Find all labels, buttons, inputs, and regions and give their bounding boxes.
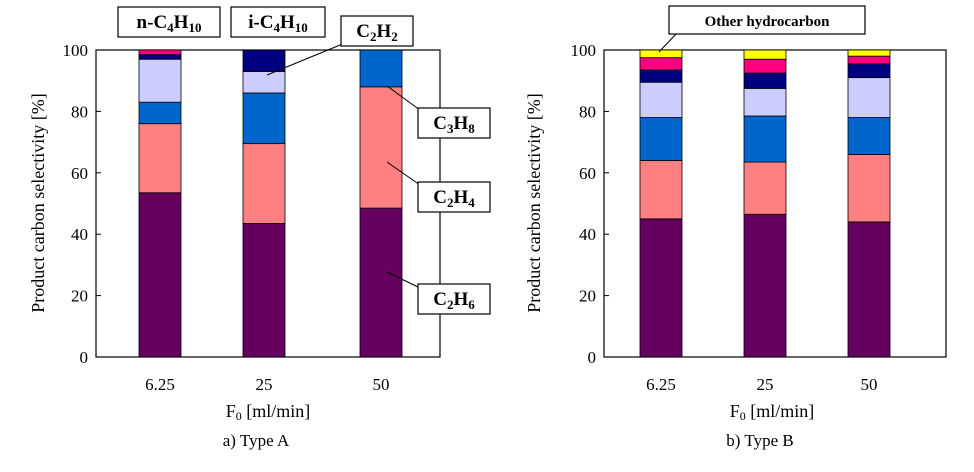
bar-segment-other-b <box>743 49 787 60</box>
x-ticks-b: 6.25 25 50 <box>646 375 877 394</box>
x-tick-label-b: 25 <box>757 375 774 394</box>
chart-panel-b: 0 20 40 60 80 100 6.25 25 50 Product carbon sel… <box>524 5 947 450</box>
bars-b <box>639 49 891 358</box>
y-tick-label-a: 0 <box>80 348 89 367</box>
chart-panel-a: 0 20 40 60 80 100 6.25 25 50 Product carbon sel… <box>28 6 491 450</box>
bar-segment-i-c4h10-b <box>743 72 787 89</box>
label-c2h4: C2H4 <box>417 181 491 213</box>
bar-segment-i-c4h10-b <box>847 63 891 79</box>
y-ticks-b: 0 20 40 60 80 100 <box>571 41 609 367</box>
bar-segment-c3h8-b <box>743 115 787 163</box>
x-tick-label-a: 6.25 <box>145 375 175 394</box>
y-tick-label-a: 20 <box>71 287 88 306</box>
bars-a <box>138 49 403 358</box>
bar-segment-i-c4h10-a <box>242 49 286 72</box>
bar-segment-c2h4-a <box>359 86 403 209</box>
label-n-c4h10: n-C4H10 <box>117 6 221 38</box>
label-other-hydrocarbon: Other hydrocarbon <box>668 5 866 35</box>
bar-segment-other-b <box>639 49 683 59</box>
y-tick-label-b: 20 <box>579 287 596 306</box>
label-other-text: Other hydrocarbon <box>705 14 831 30</box>
bar-segment-c2h6-b <box>847 221 891 358</box>
leader-c2h2 <box>266 42 346 76</box>
y-tick-label-a: 60 <box>71 164 88 183</box>
label-c2h2-text: C2H2 <box>356 21 398 44</box>
y-tick-label-b: 100 <box>571 41 597 60</box>
label-c3h8: C3H8 <box>417 107 491 139</box>
y-tick-label-a: 80 <box>71 102 88 121</box>
bar-segment-n-c4h10-b <box>639 57 683 71</box>
bar-segment-c3h8-a <box>242 92 286 145</box>
caption-a: a) Type A <box>223 431 290 450</box>
bar-segment-c2h4-a <box>138 123 182 194</box>
leader-c2h4 <box>386 161 421 186</box>
y-tick-label-b: 60 <box>579 164 596 183</box>
y-tick-label-a: 100 <box>63 41 89 60</box>
x-axis-label-b: F0 [ml/min] <box>730 401 815 423</box>
bar-segment-c3h8-a <box>138 101 182 125</box>
x-tick-label-a: 25 <box>256 375 273 394</box>
bar-segment-c3h8-a <box>359 49 403 88</box>
y-ticks-a: 0 20 40 60 80 100 <box>63 41 101 367</box>
bar-segment-n-c4h10-a <box>138 49 182 56</box>
x-axis-label-a: F0 [ml/min] <box>226 401 311 423</box>
bar-segment-c2h4-b <box>847 153 891 223</box>
y-tick-label-b: 0 <box>588 348 597 367</box>
bar-segment-c2h2-a <box>138 58 182 103</box>
bar-segment-n-c4h10-b <box>743 58 787 74</box>
bar-segment-c2h4-a <box>242 143 286 224</box>
bar-segment-c2h2-b <box>639 81 683 118</box>
x-tick-label-b: 50 <box>861 375 878 394</box>
y-tick-label-b: 80 <box>579 102 596 121</box>
bar-segment-c2h6-b <box>639 218 683 358</box>
label-n-c4h10-text: n-C4H10 <box>137 12 202 35</box>
label-c2h2: C2H2 <box>340 15 414 47</box>
bar-segment-other-b <box>847 49 891 57</box>
leader-other <box>658 33 677 53</box>
label-c3h8-text: C3H8 <box>433 113 475 136</box>
bar-segment-c2h6-a <box>242 223 286 358</box>
label-i-c4h10-text: i-C4H10 <box>248 12 308 35</box>
label-c2h4-text: C2H4 <box>433 187 475 210</box>
label-c2h6-text: C2H6 <box>433 289 475 312</box>
bar-segment-c2h6-a <box>359 207 403 358</box>
leader-c3h8 <box>386 85 421 111</box>
label-c2h6: C2H6 <box>417 283 491 315</box>
bar-segment-c2h2-b <box>847 77 891 118</box>
y-tick-label-b: 40 <box>579 225 596 244</box>
label-i-c4h10: i-C4H10 <box>230 6 326 38</box>
bar-segment-c2h2-b <box>743 87 787 117</box>
bar-segment-c3h8-b <box>847 117 891 155</box>
y-axis-label-a: Product carbon selectivity [%] <box>28 93 48 312</box>
y-axis-label-b: Product carbon selectivity [%] <box>524 93 544 312</box>
bar-segment-c2h6-b <box>743 213 787 358</box>
y-tick-label-a: 40 <box>71 225 88 244</box>
bar-segment-c2h4-b <box>743 161 787 215</box>
bar-segment-c2h4-b <box>639 160 683 220</box>
leader-c2h6 <box>386 271 421 289</box>
x-tick-label-a: 50 <box>373 375 390 394</box>
x-ticks-a: 6.25 25 50 <box>145 375 389 394</box>
bar-segment-c3h8-b <box>639 117 683 161</box>
bar-segment-c2h2-a <box>242 71 286 94</box>
bar-segment-c2h6-a <box>138 192 182 358</box>
caption-b: b) Type B <box>726 431 793 450</box>
bar-segment-i-c4h10-a <box>138 54 182 60</box>
bar-segment-i-c4h10-b <box>639 69 683 83</box>
x-tick-label-b: 6.25 <box>646 375 676 394</box>
bar-segment-n-c4h10-b <box>847 55 891 65</box>
